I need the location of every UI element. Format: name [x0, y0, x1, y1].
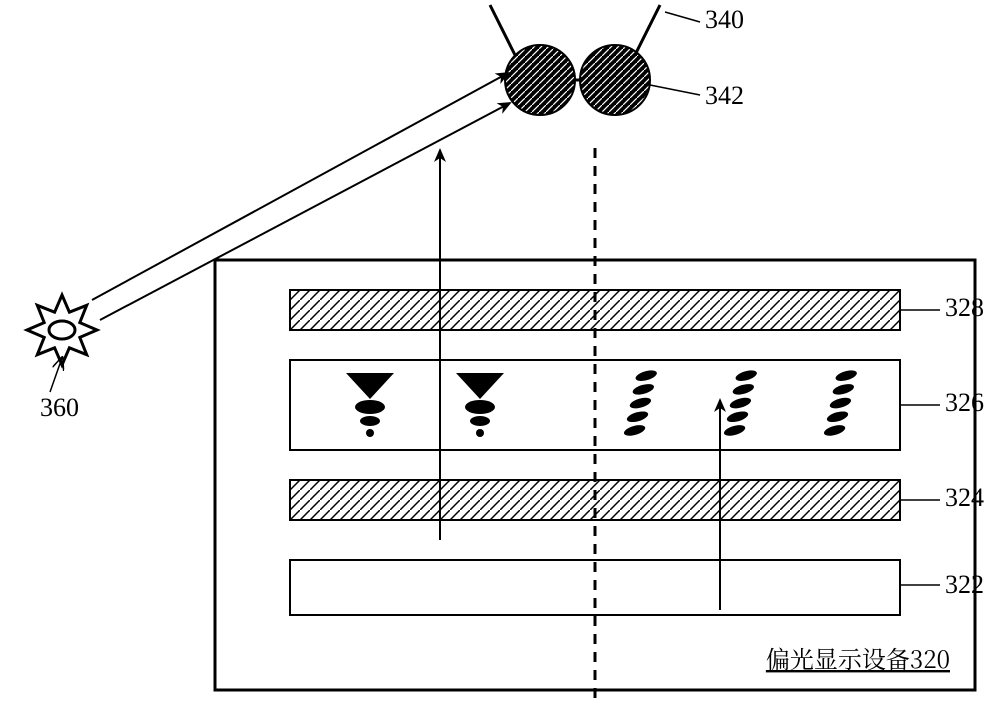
leader-340: [665, 12, 700, 22]
lens-left-icon: [505, 45, 575, 115]
temple-right-icon: [636, 5, 660, 53]
device-title: 偏光显示设备320: [766, 640, 950, 675]
leader-342: [650, 85, 700, 95]
temple-left-icon: [490, 5, 515, 55]
ref-328: 328: [945, 293, 984, 322]
sun-core-icon: [49, 321, 75, 339]
ref-360: 360: [40, 393, 79, 422]
ref-342: 342: [705, 81, 744, 110]
diagram-canvas: 340 342 328 326 324 322 360 偏光显示设备320: [0, 0, 1000, 706]
ref-340: 340: [705, 5, 744, 34]
lens-right-icon: [580, 45, 650, 115]
ref-322: 322: [945, 570, 984, 599]
ref-324: 324: [945, 483, 984, 512]
ref-326: 326: [945, 388, 984, 417]
leader-360: [50, 358, 62, 392]
